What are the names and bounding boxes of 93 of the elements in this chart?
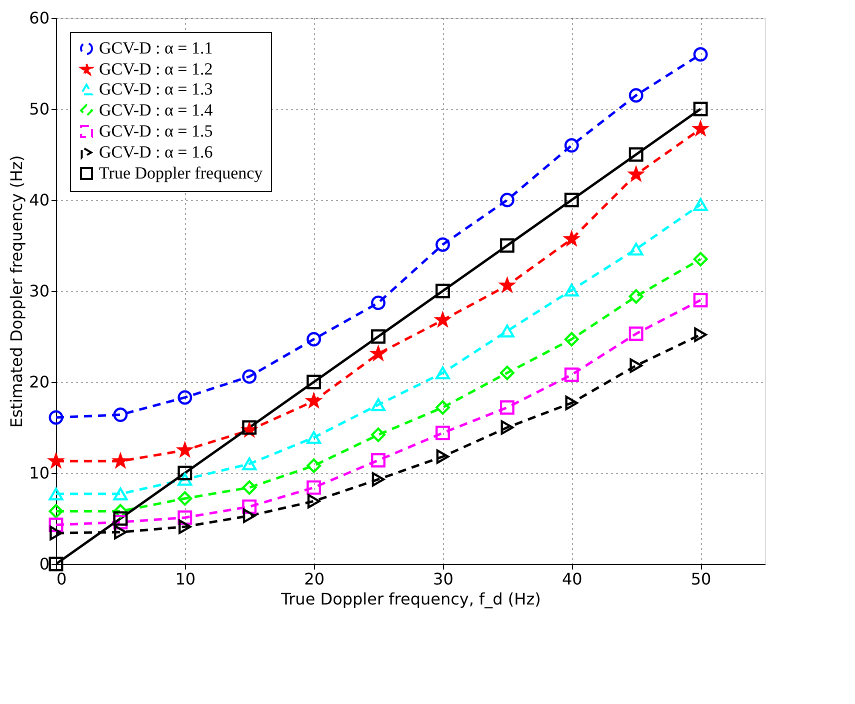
point (48, 504, 64, 518)
point (500, 238, 514, 253)
legend-label: GCV-D : α = 1.5 (99, 122, 213, 140)
point (306, 480, 322, 495)
point (371, 296, 386, 310)
point (436, 400, 450, 415)
point (113, 504, 128, 518)
x-tick-label: 20 (304, 570, 324, 588)
x-tick-label: 30 (433, 570, 454, 588)
point (500, 400, 514, 415)
point (242, 480, 257, 495)
point (500, 366, 514, 380)
y-tick-label: 30 (29, 282, 50, 300)
point (630, 358, 642, 373)
y-axis-title: Estimated Doppler frequency (Hz) (7, 155, 26, 428)
point (564, 284, 579, 296)
point (500, 278, 514, 292)
point (114, 524, 127, 540)
point (242, 420, 257, 435)
x-tick-label: 0 (56, 570, 67, 588)
point (436, 426, 450, 440)
x-tick-label: 40 (562, 570, 582, 588)
point (306, 458, 322, 473)
point (113, 488, 128, 500)
point (564, 332, 579, 346)
point (629, 167, 644, 181)
point (178, 472, 192, 486)
y-tick-label: 10 (29, 464, 50, 482)
point (306, 332, 322, 346)
point (50, 526, 62, 540)
point (564, 138, 579, 153)
point (436, 312, 450, 326)
point (371, 453, 386, 468)
point (113, 408, 128, 422)
x-axis-title: True Doppler frequency, f_d (Hz) (280, 590, 541, 608)
point (436, 366, 450, 380)
point (242, 369, 257, 384)
y-tick-label: 50 (29, 100, 50, 118)
point (693, 102, 708, 116)
point (564, 367, 579, 382)
legend-label: GCV-D : α = 1.2 (99, 60, 213, 78)
point (178, 491, 192, 506)
point (48, 410, 64, 425)
point (242, 457, 257, 470)
point (306, 431, 322, 444)
legend-label: GCV-D : α = 1.3 (99, 80, 213, 98)
point (371, 428, 386, 442)
point (500, 324, 514, 338)
point (628, 147, 644, 162)
x-tick-label: 10 (175, 570, 196, 588)
point (48, 518, 64, 532)
point (242, 508, 256, 523)
point (628, 88, 644, 103)
point (178, 390, 192, 405)
legend-label: GCV-D : α = 1.4 (99, 100, 214, 120)
point (628, 326, 644, 341)
point (436, 449, 450, 464)
point (436, 237, 450, 252)
point (307, 494, 320, 508)
point (564, 192, 579, 208)
point (436, 284, 450, 298)
point (306, 374, 322, 390)
legend-label: GCV-D : α = 1.6 (99, 142, 213, 162)
point (694, 327, 707, 342)
point (242, 499, 257, 514)
legend-label: True Doppler frequency (99, 164, 264, 182)
point (628, 242, 644, 256)
point (306, 394, 321, 408)
point (48, 488, 64, 500)
point (693, 252, 708, 266)
point (49, 454, 63, 468)
point (500, 420, 514, 435)
point (372, 472, 385, 487)
y-tick-label: 0 (39, 554, 50, 574)
point (48, 556, 64, 572)
point (113, 511, 128, 526)
point (565, 396, 578, 410)
y-tick-label: 40 (29, 190, 50, 210)
point (178, 466, 192, 480)
point (693, 292, 708, 308)
point (564, 232, 579, 246)
point (178, 510, 192, 525)
point (371, 329, 386, 344)
point (693, 198, 708, 211)
point (500, 192, 514, 208)
point (693, 47, 708, 62)
point (371, 398, 386, 412)
y-tick-label: 60 (29, 8, 50, 28)
legend-label: GCV-D : α = 1.1 (99, 38, 213, 58)
point (178, 519, 192, 534)
point (628, 289, 644, 304)
x-tick-label: 50 (690, 570, 712, 588)
y-tick-label: 20 (29, 372, 50, 392)
